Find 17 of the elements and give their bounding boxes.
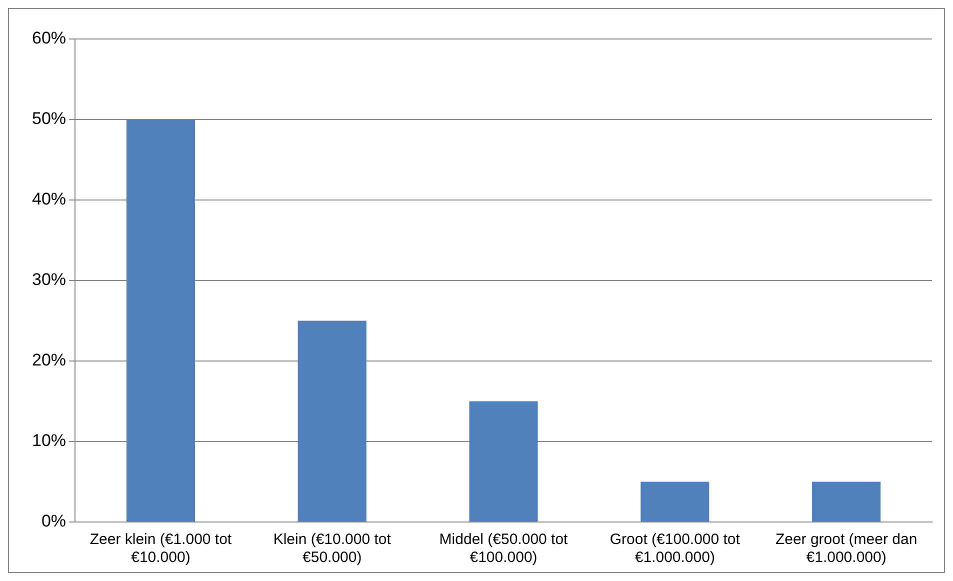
bar bbox=[126, 120, 195, 522]
y-tick-label: 50% bbox=[32, 109, 66, 128]
y-tick-label: 30% bbox=[32, 270, 66, 290]
y-tick-label: 20% bbox=[32, 350, 66, 370]
x-tick-label: Zeer groot (meer dan €1.000.000) bbox=[775, 531, 918, 566]
y-tick-label: 40% bbox=[32, 190, 66, 209]
bar bbox=[640, 482, 710, 522]
bar bbox=[469, 401, 538, 522]
x-tick-label: Middel (€50.000 tot €100.000) bbox=[439, 531, 569, 566]
x-tick-label: Zeer klein (€1.000 tot €10.000) bbox=[90, 531, 232, 566]
x-tick-label: Klein (€10.000 tot €50.000) bbox=[273, 531, 392, 566]
y-tick-label: 0% bbox=[41, 512, 66, 531]
bar bbox=[298, 320, 366, 522]
bar bbox=[812, 482, 881, 522]
y-tick-label: 10% bbox=[32, 431, 66, 450]
x-tick-label: Groot (€100.000 tot €1.000.000) bbox=[610, 531, 741, 566]
y-tick-label: 60% bbox=[32, 28, 66, 48]
